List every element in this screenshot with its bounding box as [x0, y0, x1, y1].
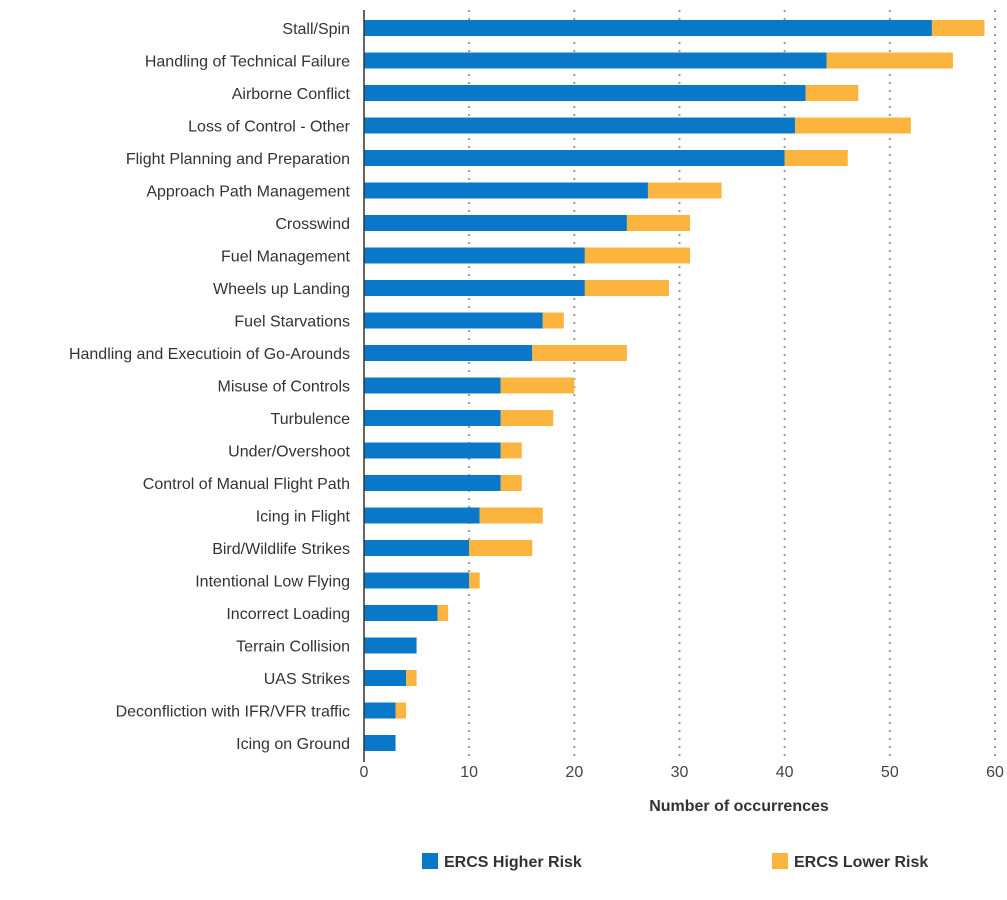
x-tick-label: 40 — [776, 764, 794, 781]
category-label: Crosswind — [275, 216, 350, 233]
x-tick-label: 30 — [671, 764, 689, 781]
bar-segment-higher-5 — [364, 183, 648, 199]
bar-segment-lower-13 — [501, 443, 522, 459]
category-label: Deconfliction with IFR/VFR traffic — [116, 704, 350, 721]
bar-segment-lower-20 — [406, 670, 417, 686]
category-label: Icing on Ground — [236, 736, 350, 753]
bar-segment-lower-3 — [795, 118, 911, 134]
category-label: Loss of Control - Other — [188, 119, 351, 136]
x-tick-label: 60 — [986, 764, 1004, 781]
bar-segment-higher-2 — [364, 85, 806, 101]
bar-segment-higher-1 — [364, 53, 827, 69]
bar-segment-higher-18 — [364, 605, 438, 621]
x-tick-label: 50 — [881, 764, 899, 781]
legend-swatch-higher-risk — [422, 853, 438, 869]
bar-segment-higher-6 — [364, 215, 627, 231]
category-labels: Stall/Spin Handling of Technical Failure A… — [69, 21, 351, 753]
category-label: Under/Overshoot — [228, 444, 350, 461]
legend-label-higher-risk: ERCS Higher Risk — [444, 854, 582, 871]
category-label: Icing in Flight — [256, 509, 351, 526]
bar-segment-lower-10 — [532, 345, 627, 361]
legend: ERCS Higher Risk ERCS Lower Risk — [422, 853, 928, 871]
legend-label-lower-risk: ERCS Lower Risk — [794, 854, 928, 871]
bar-segment-higher-10 — [364, 345, 532, 361]
bar-segment-lower-6 — [627, 215, 690, 231]
bar-segment-lower-18 — [438, 605, 449, 621]
legend-swatch-lower-risk — [772, 853, 788, 869]
bar-segment-higher-20 — [364, 670, 406, 686]
bar-segment-lower-5 — [648, 183, 722, 199]
bar-segment-lower-16 — [469, 540, 532, 556]
category-label: Fuel Starvations — [234, 314, 350, 331]
bar-segment-higher-13 — [364, 443, 501, 459]
category-label: Terrain Collision — [236, 639, 350, 656]
category-label: Turbulence — [271, 411, 351, 428]
category-label: Airborne Conflict — [232, 86, 351, 103]
x-axis-title: Number of occurrences — [649, 798, 829, 815]
bar-segment-higher-15 — [364, 508, 480, 524]
bar-segment-lower-8 — [585, 280, 669, 296]
category-label: UAS Strikes — [264, 671, 350, 688]
bar-segment-lower-21 — [396, 703, 407, 719]
bar-segment-lower-14 — [501, 475, 522, 491]
bar-segment-higher-21 — [364, 703, 396, 719]
category-label: Intentional Low Flying — [195, 574, 350, 591]
category-label: Fuel Management — [221, 249, 351, 266]
category-label: Handling of Technical Failure — [145, 54, 350, 71]
bar-segment-lower-0 — [932, 20, 985, 36]
category-label: Approach Path Management — [146, 184, 350, 201]
bar-segment-higher-4 — [364, 150, 785, 166]
x-tick-label: 0 — [360, 764, 369, 781]
bar-segment-higher-9 — [364, 313, 543, 329]
bars — [364, 20, 984, 751]
bar-segment-higher-7 — [364, 248, 585, 264]
bar-segment-higher-3 — [364, 118, 795, 134]
x-tick-label: 10 — [460, 764, 478, 781]
bar-segment-higher-17 — [364, 573, 469, 589]
bar-segment-lower-12 — [501, 410, 554, 426]
category-label: Control of Manual Flight Path — [143, 476, 350, 493]
bar-segment-higher-16 — [364, 540, 469, 556]
bar-segment-higher-0 — [364, 20, 932, 36]
category-label: Handling and Executioin of Go-Arounds — [69, 346, 350, 363]
bar-segment-lower-4 — [785, 150, 848, 166]
bar-segment-higher-8 — [364, 280, 585, 296]
bar-segment-lower-15 — [480, 508, 543, 524]
category-label: Flight Planning and Preparation — [126, 151, 350, 168]
bar-segment-lower-17 — [469, 573, 480, 589]
bar-segment-lower-11 — [501, 378, 575, 394]
category-label: Bird/Wildlife Strikes — [212, 541, 350, 558]
bar-segment-higher-11 — [364, 378, 501, 394]
category-label: Wheels up Landing — [213, 281, 350, 298]
category-label: Misuse of Controls — [218, 379, 351, 396]
category-label: Stall/Spin — [282, 21, 350, 38]
bar-segment-lower-9 — [543, 313, 564, 329]
bar-segment-lower-7 — [585, 248, 690, 264]
bar-segment-higher-12 — [364, 410, 501, 426]
x-tick-labels: 0 10 20 30 40 50 60 — [360, 764, 1004, 781]
bar-segment-higher-14 — [364, 475, 501, 491]
category-label: Incorrect Loading — [226, 606, 350, 623]
bar-segment-higher-19 — [364, 638, 417, 654]
bar-segment-lower-2 — [806, 85, 859, 101]
bar-segment-higher-22 — [364, 735, 396, 751]
x-tick-label: 20 — [565, 764, 583, 781]
bar-segment-lower-1 — [827, 53, 953, 69]
